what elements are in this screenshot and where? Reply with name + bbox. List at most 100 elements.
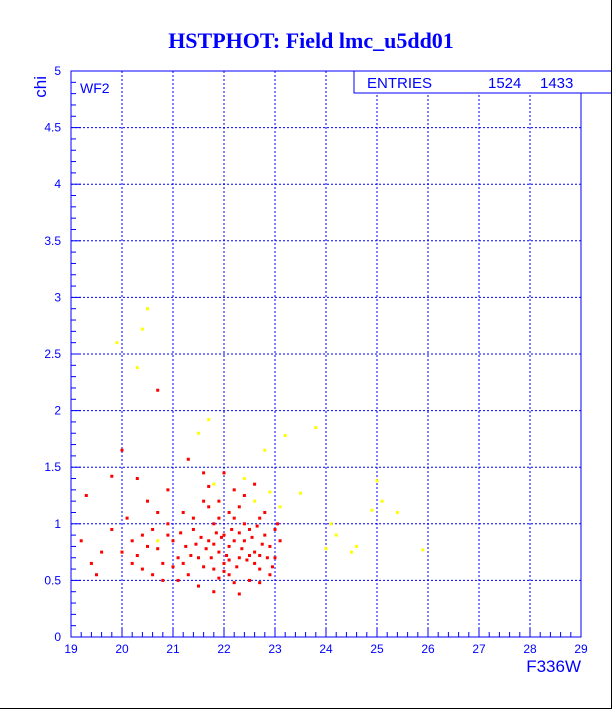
data-point — [268, 573, 272, 577]
data-point — [421, 548, 425, 552]
x-tick-label: 20 — [115, 642, 129, 656]
data-point — [242, 539, 246, 543]
data-point — [250, 535, 254, 539]
data-point — [395, 510, 399, 514]
data-point — [110, 527, 114, 531]
data-point — [207, 505, 211, 509]
data-point — [161, 578, 165, 582]
data-point — [227, 510, 231, 514]
data-point — [151, 527, 155, 531]
data-point — [135, 366, 139, 370]
data-point — [130, 561, 134, 565]
data-point — [245, 558, 249, 562]
data-point — [184, 544, 188, 548]
data-point — [258, 581, 262, 585]
data-point — [186, 573, 190, 577]
data-point — [115, 341, 119, 345]
data-point — [237, 556, 241, 560]
data-point — [146, 544, 149, 548]
x-axis-label: F336W — [526, 657, 581, 676]
panel-label: WF2 — [80, 80, 110, 96]
data-point — [120, 448, 124, 452]
x-tick-label: 28 — [523, 642, 537, 656]
data-point — [176, 556, 180, 560]
y-tick-label: 1 — [54, 517, 61, 531]
data-point — [230, 527, 234, 531]
data-point — [370, 508, 374, 512]
data-point — [151, 573, 155, 577]
x-tick-label: 25 — [370, 642, 384, 656]
data-point — [273, 556, 277, 560]
data-point — [89, 561, 93, 565]
data-point — [207, 418, 211, 422]
data-point — [222, 533, 226, 537]
data-point — [334, 533, 338, 537]
y-tick-label: 5 — [54, 64, 61, 78]
data-point — [232, 539, 236, 543]
data-point — [156, 510, 160, 514]
data-point — [204, 547, 208, 551]
data-point — [324, 547, 328, 551]
data-point — [217, 576, 221, 580]
data-point — [255, 524, 259, 528]
data-point — [237, 505, 241, 509]
data-point — [240, 547, 244, 551]
x-tick-label: 26 — [421, 642, 435, 656]
data-point — [237, 531, 241, 535]
plot-frame — [70, 70, 582, 638]
data-point — [258, 567, 262, 571]
data-point — [197, 431, 200, 435]
data-point — [299, 491, 302, 495]
data-point — [202, 565, 206, 569]
data-point — [232, 488, 236, 492]
data-point — [120, 550, 124, 554]
data-point — [166, 533, 170, 537]
data-point — [268, 544, 272, 548]
data-point — [253, 561, 257, 565]
data-point — [242, 494, 246, 497]
data-point — [214, 531, 218, 535]
data-point — [217, 499, 221, 503]
stats-box-frame — [353, 70, 611, 94]
x-tick-label: 23 — [268, 642, 282, 656]
data-point — [253, 499, 257, 503]
data-point — [380, 499, 384, 503]
data-point — [135, 477, 139, 481]
data-point — [217, 516, 221, 520]
x-tick-label: 22 — [217, 642, 231, 656]
data-point — [314, 426, 318, 430]
x-tick-label: 27 — [472, 642, 486, 656]
data-point — [248, 553, 251, 557]
data-point — [242, 522, 246, 526]
data-point — [329, 522, 333, 526]
data-point — [197, 584, 200, 588]
data-point — [146, 499, 149, 503]
data-point — [222, 569, 226, 573]
data-point — [197, 556, 200, 560]
data-point — [268, 490, 272, 494]
data-point — [166, 522, 170, 526]
data-point — [278, 539, 282, 543]
data-point — [263, 448, 267, 452]
data-point — [232, 581, 236, 585]
stats-label: ENTRIES — [367, 75, 432, 92]
data-point — [235, 565, 239, 569]
data-point — [283, 434, 287, 438]
data-point — [227, 544, 231, 548]
data-point — [212, 542, 216, 546]
data-point — [156, 388, 160, 392]
data-point — [227, 558, 231, 562]
data-point — [100, 550, 104, 554]
x-tick-label: 19 — [64, 642, 78, 656]
data-point — [166, 488, 170, 492]
data-point — [237, 592, 241, 596]
chart-title: HSTPHOT: Field lmc_u5dd01 — [168, 28, 454, 53]
data-point — [225, 553, 229, 557]
data-point — [212, 567, 216, 571]
data-point — [212, 522, 216, 526]
data-point — [276, 522, 280, 526]
data-point — [140, 567, 144, 571]
data-point — [194, 542, 198, 546]
data-point — [258, 553, 262, 557]
data-point — [84, 494, 88, 497]
